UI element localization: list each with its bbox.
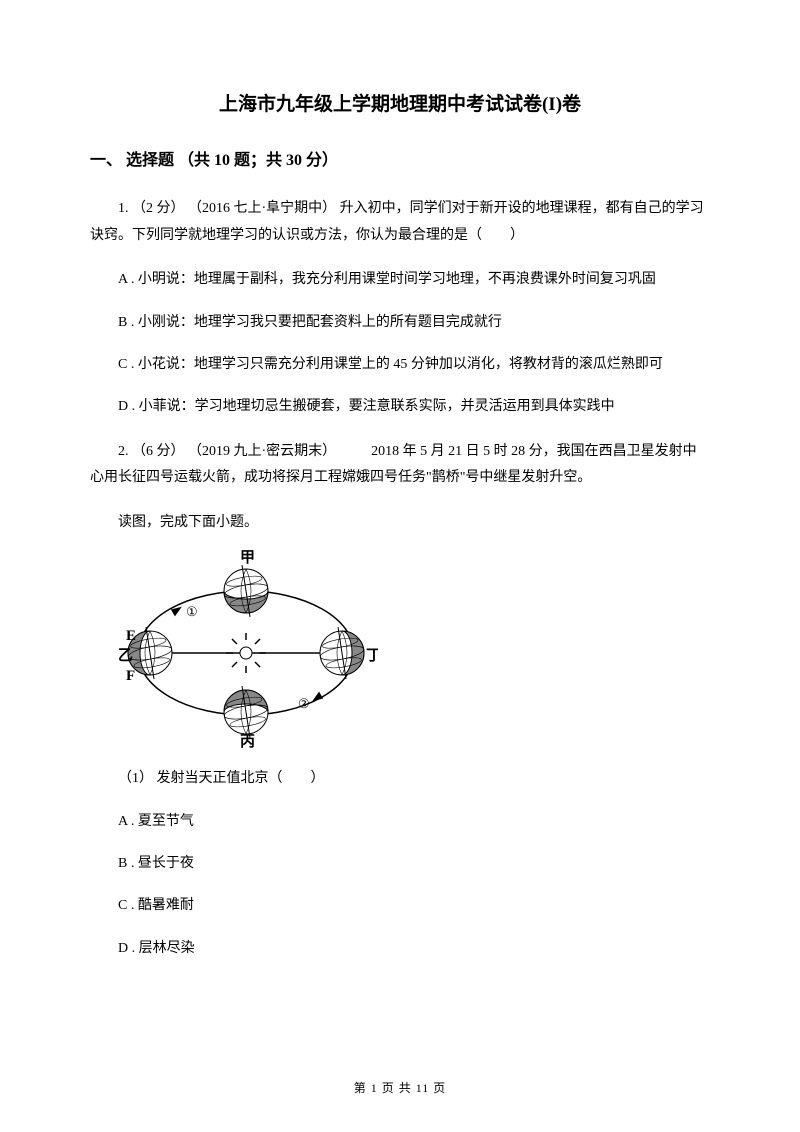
- q1-option-c: C . 小花说：地理学习只需充分利用课堂上的 45 分钟加以消化，将教材背的滚瓜…: [90, 354, 710, 376]
- q2-stem: 2. （6 分） （2019 九上·密云期末） 2018 年 5 月 21 日 …: [90, 439, 710, 492]
- orbit-diagram: 甲 乙 丁 丙 E F ① ②: [118, 548, 378, 748]
- label-e: E: [126, 628, 136, 644]
- exam-title: 上海市九年级上学期地理期中考试试卷(I)卷: [90, 90, 710, 120]
- label-f: F: [126, 668, 135, 684]
- label-right: 丁: [366, 648, 378, 664]
- q2-option-a: A . 夏至节气: [90, 811, 710, 833]
- q1-option-b: B . 小刚说：地理学习我只要把配套资料上的所有题目完成就行: [90, 312, 710, 334]
- question-1: 1. （2 分） （2016 七上·阜宁期中） 升入初中，同学们对于新开设的地理…: [90, 196, 710, 419]
- q2-option-c: C . 酷暑难耐: [90, 895, 710, 917]
- q2-sub1: （1） 发射当天正值北京（ ）: [90, 768, 710, 790]
- circled-1: ①: [186, 604, 198, 619]
- q2-instruction: 读图，完成下面小题。: [90, 512, 710, 534]
- section-header: 一、 选择题 （共 10 题；共 30 分）: [90, 148, 710, 174]
- q1-option-a: A . 小明说：地理属于副科，我充分利用课堂时间学习地理，不再浪费课外时间复习巩…: [90, 269, 710, 291]
- page-footer: 第 1 页 共 11 页: [0, 1079, 800, 1098]
- question-2: 2. （6 分） （2019 九上·密云期末） 2018 年 5 月 21 日 …: [90, 439, 710, 961]
- circled-2: ②: [298, 696, 310, 711]
- q2-option-d: D . 层林尽染: [90, 938, 710, 960]
- q2-option-b: B . 昼长于夜: [90, 853, 710, 875]
- q1-option-d: D . 小菲说：学习地理切忌生搬硬套，要注意联系实际，并灵活运用到具体实践中: [90, 396, 710, 418]
- q1-stem: 1. （2 分） （2016 七上·阜宁期中） 升入初中，同学们对于新开设的地理…: [90, 196, 710, 249]
- label-top: 甲: [240, 549, 255, 566]
- label-left: 乙: [118, 648, 133, 664]
- label-bottom: 丙: [240, 733, 255, 748]
